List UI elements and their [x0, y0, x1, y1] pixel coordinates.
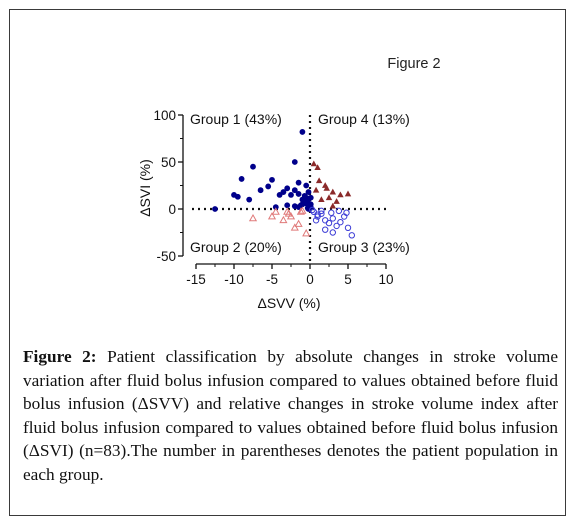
data-point: [272, 204, 279, 211]
data-point: [302, 229, 311, 237]
data-point: [296, 207, 305, 215]
data-point: [238, 176, 245, 182]
data-point: [267, 212, 277, 220]
data-point: [329, 202, 337, 209]
data-point: [284, 185, 291, 192]
data-point: [348, 232, 355, 239]
x-axis-label: ΔSVV (%): [257, 295, 320, 311]
data-point: [325, 194, 333, 201]
data-point: [343, 209, 350, 216]
data-point: [318, 210, 325, 217]
caption-lead: Figure 2:: [23, 347, 97, 366]
data-point: [246, 196, 253, 203]
reference-lines: [192, 115, 386, 264]
data-point: [325, 219, 333, 227]
data-point: [288, 192, 294, 198]
data-point: [315, 177, 323, 184]
group2-label: Group 2 (20%): [190, 239, 282, 255]
data-point: [305, 189, 312, 195]
data-point: [309, 206, 316, 214]
data-point: [299, 129, 306, 135]
data-point: [301, 192, 308, 199]
data-point: [271, 207, 280, 215]
data-point: [323, 184, 330, 191]
data-point: [295, 191, 302, 197]
data-point: [297, 202, 304, 209]
data-point: [212, 206, 218, 212]
data-point: [314, 211, 321, 218]
data-point: [318, 207, 325, 215]
group4-label: Group 4 (13%): [318, 111, 410, 127]
data-point: [279, 215, 288, 224]
group3-label: Group 3 (23%): [318, 239, 410, 255]
data-point: [298, 206, 307, 214]
data-point: [312, 217, 320, 224]
y-axis-label: ΔSVI (%): [137, 159, 153, 217]
data-point: [295, 179, 302, 186]
data-point: [328, 209, 335, 216]
data-point: [322, 226, 329, 233]
y-tick-label: -50: [156, 249, 176, 264]
axes: [178, 114, 387, 269]
data-point: [294, 219, 303, 227]
data-point: [314, 164, 321, 171]
data-point: [318, 196, 325, 202]
data-point: [269, 176, 275, 183]
data-point: [291, 187, 298, 194]
data-point: [322, 217, 329, 224]
data-point: [280, 189, 287, 195]
data-point: [291, 159, 298, 165]
data-point: [307, 194, 314, 201]
data-point: [312, 186, 320, 193]
data-point: [344, 224, 352, 232]
data-point: [303, 182, 310, 189]
group1-label: Group 1 (43%): [190, 111, 282, 127]
data-point: [344, 190, 352, 197]
data-point: [231, 192, 237, 198]
y-tick-label: 50: [161, 155, 176, 170]
data-point: [310, 160, 318, 167]
data-point: [290, 223, 299, 231]
data-point: [337, 218, 344, 226]
data-point: [333, 222, 340, 230]
data-points: [212, 129, 355, 239]
data-point: [284, 202, 291, 209]
figure-label: Figure 2: [387, 56, 440, 72]
x-tick-label: -15: [186, 272, 206, 287]
data-point: [265, 183, 272, 190]
x-tick-label: -5: [266, 272, 278, 287]
caption-text: Patient classification by absolute chang…: [23, 347, 558, 484]
data-point: [329, 188, 337, 195]
data-point: [333, 198, 340, 204]
x-tick-label: -10: [224, 272, 244, 287]
x-tick-label: 5: [344, 272, 352, 287]
data-point: [329, 215, 336, 222]
data-point: [248, 213, 258, 222]
figure-caption: Figure 2: Patient classification by abso…: [23, 345, 558, 486]
data-point: [337, 191, 344, 198]
x-tick-label: 10: [378, 272, 393, 287]
data-point: [250, 163, 256, 170]
data-point: [257, 187, 264, 194]
y-tick-label: 0: [168, 202, 176, 217]
data-point: [329, 229, 336, 236]
x-tick-label: 0: [306, 272, 314, 287]
figure-frame: [9, 9, 566, 516]
y-tick-label: 100: [153, 108, 176, 123]
data-point: [335, 207, 343, 215]
data-point: [284, 209, 293, 217]
